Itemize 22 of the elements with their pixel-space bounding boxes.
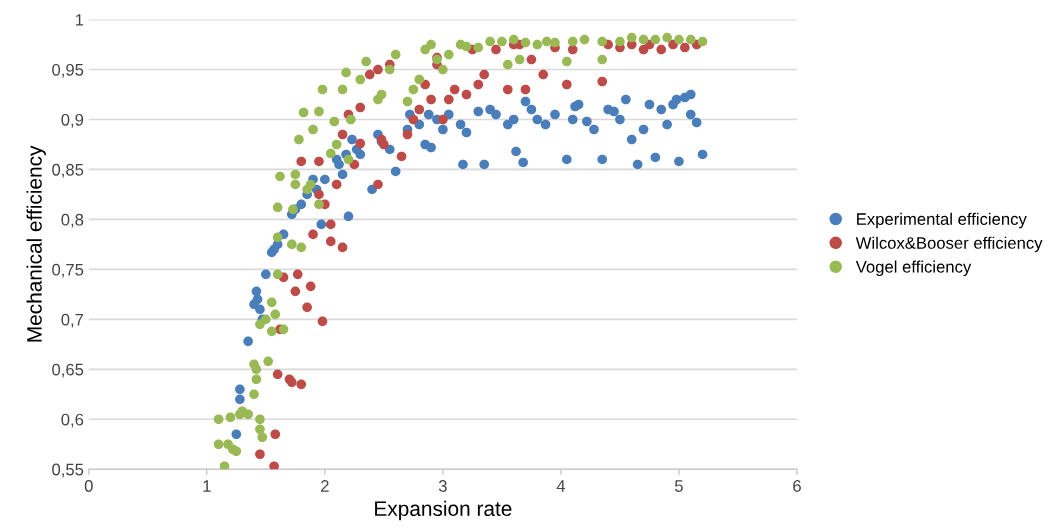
y-tick-label: 0,85 — [52, 163, 84, 178]
x-tick-label: 0 — [84, 480, 93, 492]
y-tick-label: 0,6 — [61, 413, 84, 428]
x-tick-label: 3 — [438, 480, 447, 492]
x-tick-label: 2 — [321, 480, 329, 492]
y-tick-label: 1 — [75, 14, 84, 26]
legend-label: Wilcox&Booser efficiency — [855, 236, 1043, 253]
y-tick-label: 0,55 — [52, 463, 84, 478]
x-tick-label: 5 — [674, 480, 683, 492]
y-tick-label: 0,75 — [52, 263, 84, 278]
x-tick-label: 6 — [793, 480, 801, 492]
y-tick-label: 0,8 — [61, 213, 84, 228]
x-tick-label: 4 — [556, 480, 566, 492]
x-tick-label: 1 — [203, 480, 211, 492]
y-tick-label: 0,7 — [61, 313, 84, 328]
legend-label: Vogel efficiency — [855, 260, 972, 277]
y-tick-label: 0,95 — [52, 63, 84, 78]
legend-label: Experimental efficiency — [857, 212, 1027, 229]
y-axis-title: Mechanical efficiency — [26, 145, 46, 342]
y-tick-label: 0,9 — [61, 113, 84, 128]
x-axis-title: Expansion rate — [375, 500, 512, 521]
y-tick-label: 0,65 — [52, 363, 84, 378]
